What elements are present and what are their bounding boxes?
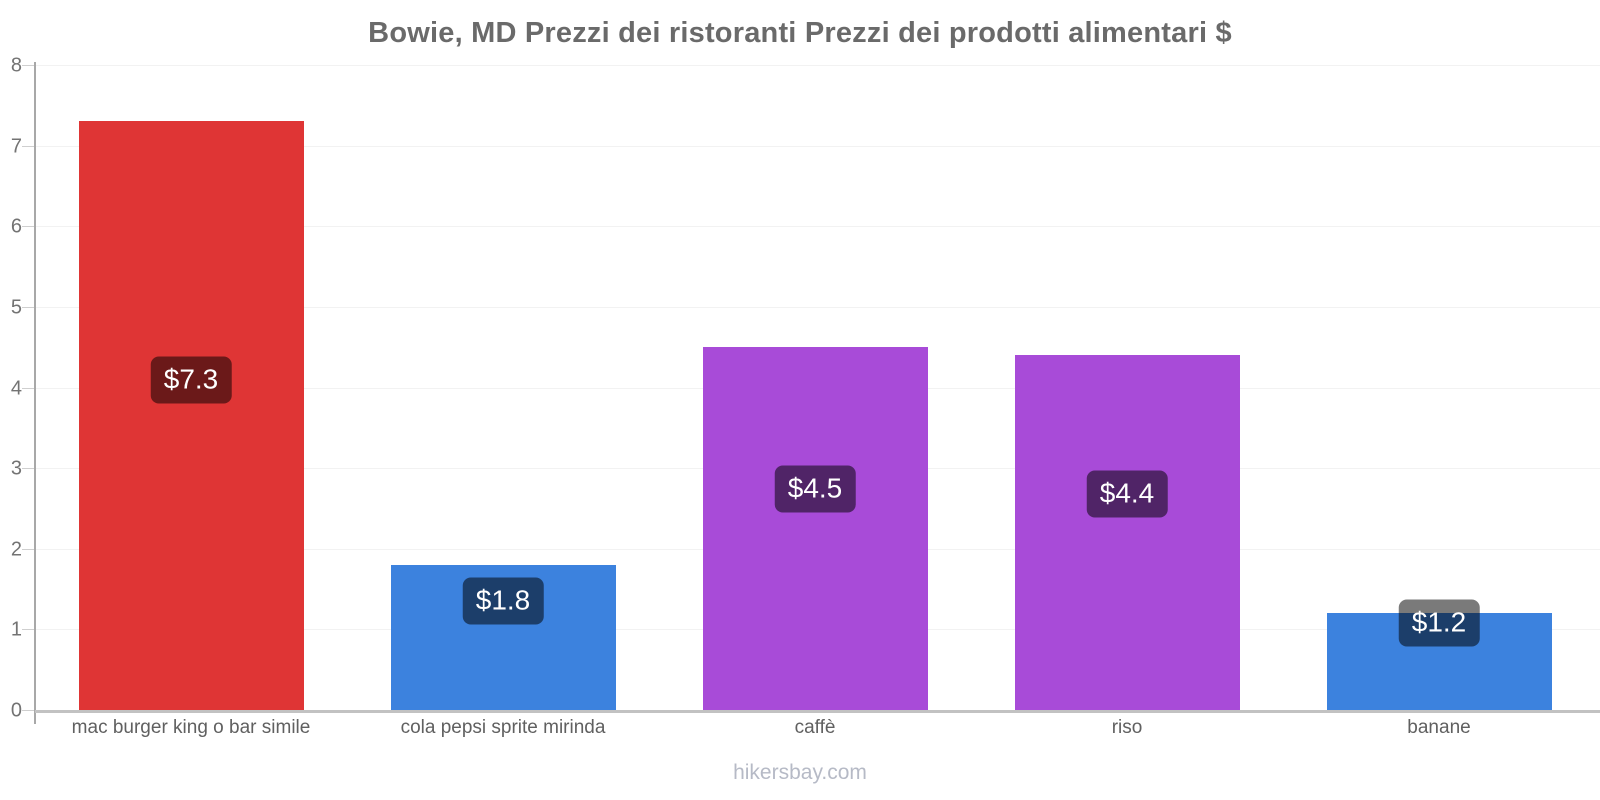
bar[interactable] bbox=[79, 121, 304, 710]
gridline bbox=[35, 226, 1600, 227]
x-axis-line bbox=[35, 710, 1600, 713]
y-axis-tick bbox=[22, 710, 35, 711]
y-axis-tick-label: 4 bbox=[10, 377, 22, 400]
y-axis-tick bbox=[22, 65, 35, 66]
y-axis-tick bbox=[22, 629, 35, 630]
bar-value-label: $4.5 bbox=[774, 465, 856, 513]
chart-title: Bowie, MD Prezzi dei ristoranti Prezzi d… bbox=[368, 17, 1232, 49]
y-axis-tick bbox=[22, 146, 35, 147]
y-axis-tick-label: 7 bbox=[10, 135, 22, 158]
y-axis-tick bbox=[22, 468, 35, 469]
y-axis-tick-label: 0 bbox=[10, 699, 22, 722]
gridline bbox=[35, 146, 1600, 147]
y-axis-tick-label: 6 bbox=[10, 215, 22, 238]
gridline bbox=[35, 307, 1600, 308]
x-axis-category-label: mac burger king o bar simile bbox=[71, 717, 311, 738]
x-axis-category-label: banane bbox=[1407, 717, 1471, 738]
bar[interactable] bbox=[1015, 355, 1240, 710]
y-axis-tick bbox=[22, 549, 35, 550]
y-axis-tick-label: 3 bbox=[10, 457, 22, 480]
bar-value-label: $1.2 bbox=[1398, 599, 1480, 647]
x-axis-category-label: caffè bbox=[794, 717, 836, 738]
y-axis-tick-label: 8 bbox=[10, 54, 22, 77]
x-axis-category-label: cola pepsi sprite mirinda bbox=[400, 717, 606, 738]
bar-value-label: $1.8 bbox=[462, 577, 544, 625]
y-axis-tick bbox=[22, 388, 35, 389]
y-axis-tick bbox=[22, 307, 35, 308]
x-axis-category-label: riso bbox=[1111, 717, 1143, 738]
y-axis-tick bbox=[22, 226, 35, 227]
gridline bbox=[35, 65, 1600, 66]
bar-value-label: $7.3 bbox=[150, 356, 232, 404]
footer-watermark: hikersbay.com bbox=[733, 761, 867, 784]
y-axis-tick-label: 1 bbox=[10, 618, 22, 641]
y-axis-tick-label: 5 bbox=[10, 296, 22, 319]
y-axis-line bbox=[34, 62, 36, 724]
y-axis-tick-label: 2 bbox=[10, 538, 22, 561]
bar[interactable] bbox=[703, 347, 928, 710]
bar-value-label: $4.4 bbox=[1086, 470, 1168, 518]
